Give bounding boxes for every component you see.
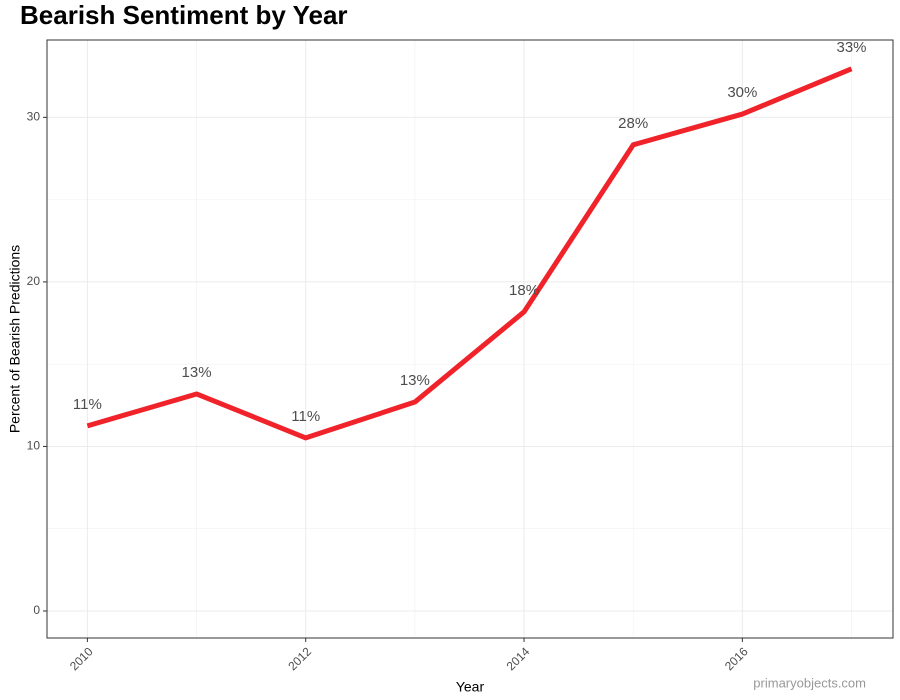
- data-label: 13%: [182, 364, 212, 381]
- data-label: 30%: [727, 84, 757, 101]
- y-tick-label: 30: [27, 110, 41, 124]
- x-tick-label: 2016: [722, 644, 751, 673]
- y-tick-label: 20: [27, 274, 41, 288]
- data-label: 11%: [73, 396, 102, 413]
- x-tick-label: 2010: [67, 644, 96, 673]
- y-tick-label: 10: [27, 439, 41, 453]
- data-label: 11%: [291, 408, 320, 425]
- data-label: 28%: [618, 115, 648, 132]
- line: [86, 66, 853, 441]
- x-axis-title: Year: [456, 679, 485, 695]
- chart-title: Bearish Sentiment by Year: [20, 0, 348, 30]
- x-tick-label: 2014: [504, 644, 533, 673]
- x-tick-label: 2012: [285, 644, 314, 673]
- plot-border: [46, 39, 894, 639]
- watermark: primaryobjects.com: [753, 675, 866, 690]
- data-label: 18%: [509, 282, 539, 299]
- data-label: 13%: [400, 372, 430, 389]
- y-tick-label: 0: [33, 603, 40, 617]
- data-label: 33%: [837, 39, 867, 56]
- y-axis-title: Percent of Bearish Predictions: [7, 245, 23, 433]
